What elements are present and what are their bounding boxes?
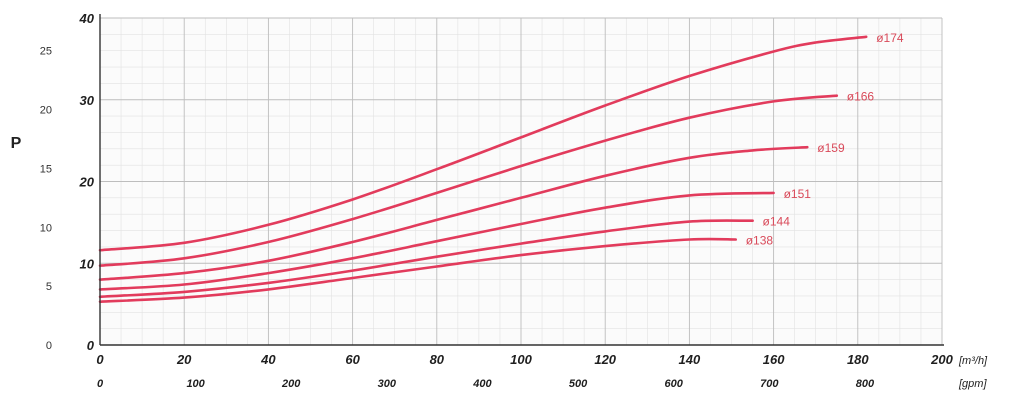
series-label: ø174 bbox=[876, 31, 904, 45]
series-line bbox=[98, 219, 754, 299]
x-tick-label: 140 bbox=[679, 352, 701, 367]
x-tick-label: 120 bbox=[594, 352, 616, 367]
grid-layer bbox=[99, 17, 943, 346]
series-line bbox=[98, 94, 839, 267]
x2-tick-label: 800 bbox=[856, 378, 875, 390]
x-tick-label: 180 bbox=[847, 352, 869, 367]
x-tick-label: 160 bbox=[763, 352, 785, 367]
y2-tick-label: 5 bbox=[46, 281, 52, 293]
y2-tick-label: 0 bbox=[46, 340, 52, 352]
x2-tick-label: 0 bbox=[97, 378, 104, 390]
y-tick-label: 20 bbox=[79, 175, 95, 190]
y2-tick-label: 15 bbox=[40, 163, 52, 175]
x-tick-label: 100 bbox=[510, 352, 532, 367]
x2-tick-label: 200 bbox=[281, 378, 301, 390]
x-axis-unit: [m³/h] bbox=[958, 355, 988, 367]
y-tick-label: 40 bbox=[79, 11, 95, 26]
series-label: ø166 bbox=[847, 90, 875, 104]
x-tick-label: 200 bbox=[930, 352, 953, 367]
x2-tick-label: 300 bbox=[378, 378, 397, 390]
series-line bbox=[98, 35, 868, 252]
y-tick-label: 30 bbox=[80, 93, 95, 108]
x-tick-label: 60 bbox=[345, 352, 360, 367]
label-layer: ø174 ø166 ø159 ø151 ø144 ø138 bbox=[746, 31, 904, 248]
x-tick-label: 80 bbox=[430, 352, 445, 367]
series-line bbox=[98, 145, 809, 281]
x2-tick-label: 600 bbox=[665, 378, 684, 390]
x-tick-label: 40 bbox=[260, 352, 276, 367]
y-axis-title: P bbox=[11, 135, 22, 152]
x-tick-label: 20 bbox=[176, 352, 192, 367]
x2-axis-unit: [gpm] bbox=[958, 378, 987, 390]
x2-tick-label: 100 bbox=[186, 378, 205, 390]
y2-tick-label: 25 bbox=[40, 46, 52, 58]
series-line bbox=[98, 237, 737, 303]
y2-tick-label: 10 bbox=[40, 222, 52, 234]
x2-tick-label: 700 bbox=[760, 378, 779, 390]
series-label: ø159 bbox=[817, 141, 845, 155]
x2-tick-label: 500 bbox=[569, 378, 588, 390]
x-tick-label: 0 bbox=[96, 352, 104, 367]
series-label: ø151 bbox=[784, 187, 812, 201]
axis-layer: 0 20 40 60 80 100 120 140 160 180 200 [m³/h]0 100 200… bbox=[40, 11, 988, 390]
series-line bbox=[98, 191, 775, 291]
y-tick-label: 0 bbox=[87, 338, 95, 353]
series-layer bbox=[98, 35, 868, 303]
series-label: ø138 bbox=[746, 234, 774, 248]
y2-tick-label: 20 bbox=[40, 105, 52, 117]
y-tick-label: 10 bbox=[80, 256, 95, 271]
x2-tick-label: 400 bbox=[472, 378, 492, 390]
series-label: ø144 bbox=[763, 215, 791, 229]
